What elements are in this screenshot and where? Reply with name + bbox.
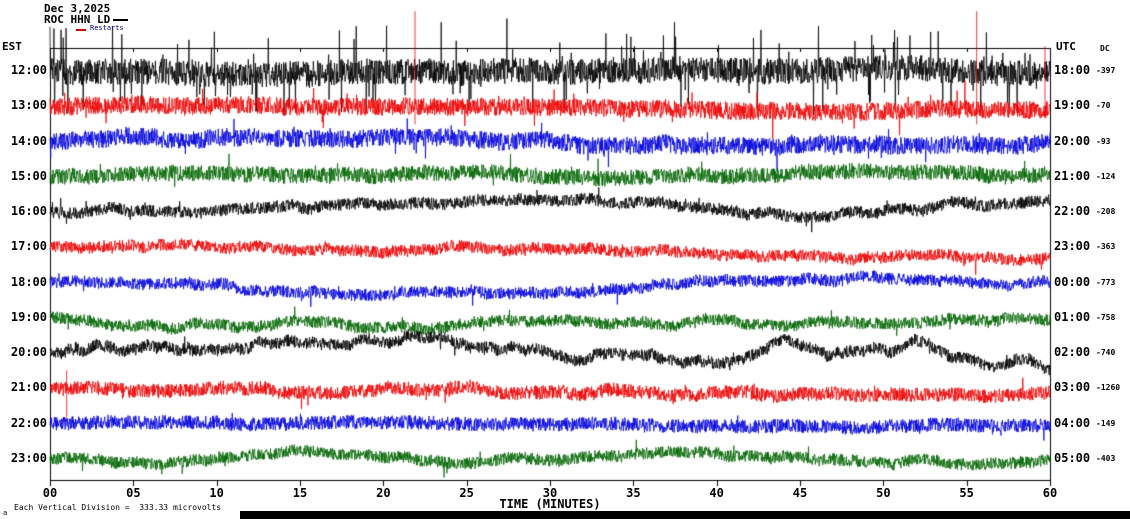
utc-time-label: 21:00 xyxy=(1054,168,1091,183)
x-tick-label: 45 xyxy=(792,486,808,500)
est-time-label: 12:00 xyxy=(10,63,47,77)
dc-offset-value: -758 xyxy=(1096,312,1116,322)
x-tick-label: 00 xyxy=(42,486,58,500)
utc-time-label: 20:00 xyxy=(1054,133,1091,148)
dc-offset-value: -124 xyxy=(1096,171,1116,181)
date-label: Dec 3,2025 xyxy=(44,2,111,15)
station-scale-line xyxy=(113,19,128,21)
x-tick-label: 15 xyxy=(292,486,308,500)
dc-offset-value: -149 xyxy=(1096,418,1116,428)
dc-offset-value: -208 xyxy=(1096,207,1116,217)
utc-time-label: 04:00 xyxy=(1054,415,1091,430)
est-time-label: 15:00 xyxy=(10,168,47,183)
x-tick-label: 10 xyxy=(209,486,224,500)
restarts-legend-label[interactable]: Restarts xyxy=(90,24,124,32)
restarts-legend-mark xyxy=(76,29,86,31)
right-axis-title: UTC xyxy=(1056,40,1076,53)
corner-mark: a xyxy=(3,509,8,517)
dc-offset-value: -403 xyxy=(1096,454,1116,463)
dc-offset-value: -740 xyxy=(1096,348,1116,358)
x-tick-label: 60 xyxy=(1042,486,1058,500)
x-tick-label: 55 xyxy=(959,486,974,500)
dc-offset-value: -397 xyxy=(1096,66,1116,75)
utc-time-label: 01:00 xyxy=(1054,309,1091,324)
dc-column-title: DC xyxy=(1100,44,1110,53)
utc-time-label: 19:00 xyxy=(1054,98,1091,113)
dc-offset-value: -70 xyxy=(1096,101,1111,111)
utc-time-label: 00:00 xyxy=(1054,274,1091,289)
dc-offset-value: -1260 xyxy=(1096,383,1121,393)
division-note: Each Vertical Division = 333.33 microvol… xyxy=(14,503,222,512)
x-axis-title: TIME (MINUTES) xyxy=(499,497,601,511)
left-axis-title: EST xyxy=(2,40,22,53)
station-label: ROC HHN LD xyxy=(44,13,111,26)
est-time-label: 18:00 xyxy=(10,274,47,289)
est-time-label: 20:00 xyxy=(10,345,47,360)
utc-time-label: 05:00 xyxy=(1054,451,1091,465)
x-tick-label: 40 xyxy=(709,486,724,500)
x-tick-label: 20 xyxy=(376,486,391,500)
x-tick-label: 25 xyxy=(459,486,474,500)
x-tick-label: 05 xyxy=(126,486,141,500)
x-tick-label: 50 xyxy=(876,486,891,500)
est-time-label: 14:00 xyxy=(10,133,47,148)
utc-time-label: 02:00 xyxy=(1054,345,1091,360)
dc-offset-value: -93 xyxy=(1096,136,1111,146)
bottom-black-bar xyxy=(240,511,1130,519)
est-time-label: 21:00 xyxy=(10,380,47,395)
dc-offset-value: -773 xyxy=(1096,277,1116,287)
x-tick-label: 30 xyxy=(542,486,558,500)
utc-time-label: 03:00 xyxy=(1054,380,1091,395)
est-time-label: 22:00 xyxy=(10,415,47,430)
dc-offset-value: -363 xyxy=(1096,242,1116,252)
utc-time-label: 22:00 xyxy=(1054,204,1091,219)
est-time-label: 17:00 xyxy=(10,239,47,254)
est-time-label: 13:00 xyxy=(10,98,47,113)
est-time-label: 16:00 xyxy=(10,204,47,219)
utc-time-label: 18:00 xyxy=(1054,63,1091,77)
est-time-label: 19:00 xyxy=(10,309,47,324)
x-tick-label: 35 xyxy=(626,486,641,500)
est-time-label: 23:00 xyxy=(10,451,47,465)
utc-time-label: 23:00 xyxy=(1054,239,1091,254)
